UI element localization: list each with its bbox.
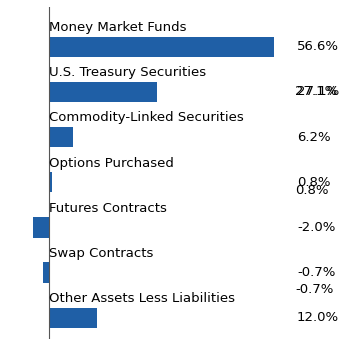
Text: U.S. Treasury Securities: U.S. Treasury Securities	[49, 66, 206, 79]
Bar	[49, 82, 157, 102]
Bar	[49, 308, 96, 328]
Text: 27.1%: 27.1%	[295, 85, 337, 99]
Text: 0.8%: 0.8%	[297, 176, 330, 189]
Bar	[49, 127, 73, 147]
Text: Commodity-Linked Securities: Commodity-Linked Securities	[49, 111, 243, 125]
Text: 0.8%: 0.8%	[295, 184, 329, 197]
Bar	[49, 37, 274, 57]
Text: 6.2%: 6.2%	[297, 130, 330, 144]
Text: Futures Contracts: Futures Contracts	[49, 202, 167, 215]
Text: 27.1%: 27.1%	[297, 85, 339, 98]
Bar	[41, 217, 49, 238]
Text: Other Assets Less Liabilities: Other Assets Less Liabilities	[49, 292, 235, 305]
Text: Options Purchased: Options Purchased	[49, 157, 174, 170]
Bar	[46, 263, 49, 283]
Text: -2.0%: -2.0%	[297, 221, 336, 234]
Text: Money Market Funds: Money Market Funds	[49, 21, 186, 34]
Text: Swap Contracts: Swap Contracts	[49, 247, 153, 260]
Bar	[49, 172, 52, 192]
Bar	[49, 82, 157, 102]
Bar	[49, 172, 52, 192]
Bar	[49, 37, 274, 57]
Bar	[49, 308, 96, 328]
Text: -0.7%: -0.7%	[297, 266, 336, 279]
Bar	[49, 127, 73, 147]
Text: 56.6%: 56.6%	[297, 40, 339, 53]
Bar	[43, 263, 46, 283]
Text: -0.7%: -0.7%	[295, 283, 334, 296]
Text: 12.0%: 12.0%	[297, 311, 339, 324]
Bar	[33, 217, 41, 238]
